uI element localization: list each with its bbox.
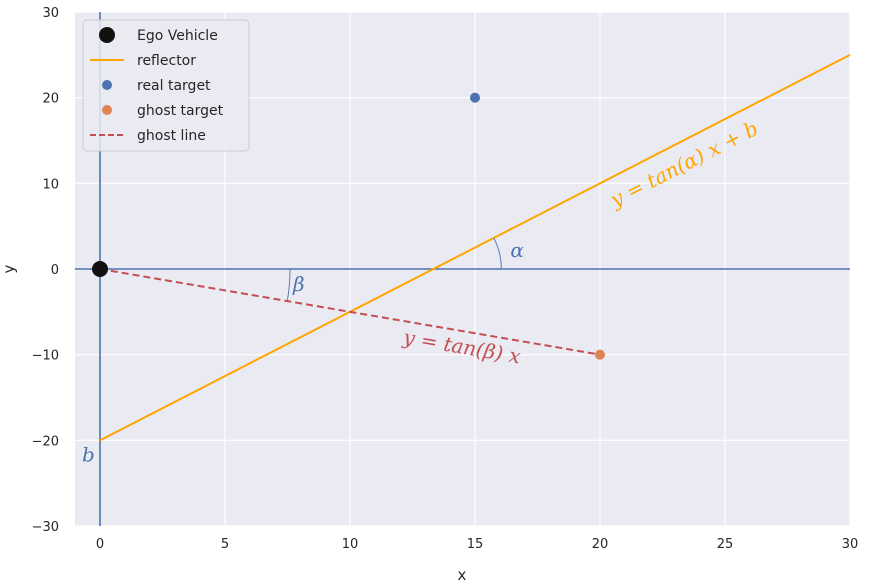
x-tick-label: 15 [467, 537, 484, 552]
y-tick-label: −20 [32, 434, 59, 449]
x-tick-label: 25 [717, 537, 734, 552]
alpha-angle-arc [493, 237, 502, 270]
legend-entry-label: ghost line [137, 128, 206, 144]
beta-label: β [292, 272, 305, 296]
y-tick-label: 0 [51, 263, 59, 278]
y-tick-label: 10 [42, 177, 59, 192]
y-tick-labels: −30 −20 −10 0 10 20 30 [32, 6, 59, 535]
b-intercept-label: b [82, 442, 95, 466]
real-target-point [470, 92, 480, 103]
x-tick-label: 30 [842, 537, 859, 552]
legend-marker-ego [99, 27, 115, 43]
legend-entry-label: Ego Vehicle [137, 28, 218, 44]
x-tick-label: 20 [592, 537, 609, 552]
legend-marker-dot [102, 80, 112, 90]
x-tick-label: 10 [342, 537, 359, 552]
legend-entry-label: reflector [137, 53, 196, 69]
legend-box [82, 19, 250, 152]
ego-vehicle-point [92, 261, 108, 277]
legend-entry-label: real target [137, 78, 211, 94]
ghost-line [99, 268, 601, 356]
alpha-label: α [510, 238, 524, 262]
ghost-target-point [595, 349, 605, 360]
x-tick-labels: 0 5 10 15 20 25 30 [96, 537, 858, 552]
y-tick-label: −30 [32, 520, 59, 535]
beta-angle-arc [286, 268, 291, 302]
x-tick-label: 5 [221, 537, 229, 552]
y-axis-label: y [0, 264, 18, 273]
legend-marker-dot [102, 105, 112, 115]
legend: Ego Vehicle reflector real target ghost tar… [82, 19, 250, 152]
y-tick-label: 30 [42, 6, 59, 21]
x-tick-label: 0 [96, 537, 104, 552]
series [92, 53, 851, 442]
x-axis-label: x [458, 566, 467, 584]
legend-entry-label: ghost target [137, 103, 224, 119]
reflector-line [99, 53, 851, 442]
y-tick-label: 20 [42, 92, 59, 107]
y-tick-label: −10 [32, 349, 59, 364]
